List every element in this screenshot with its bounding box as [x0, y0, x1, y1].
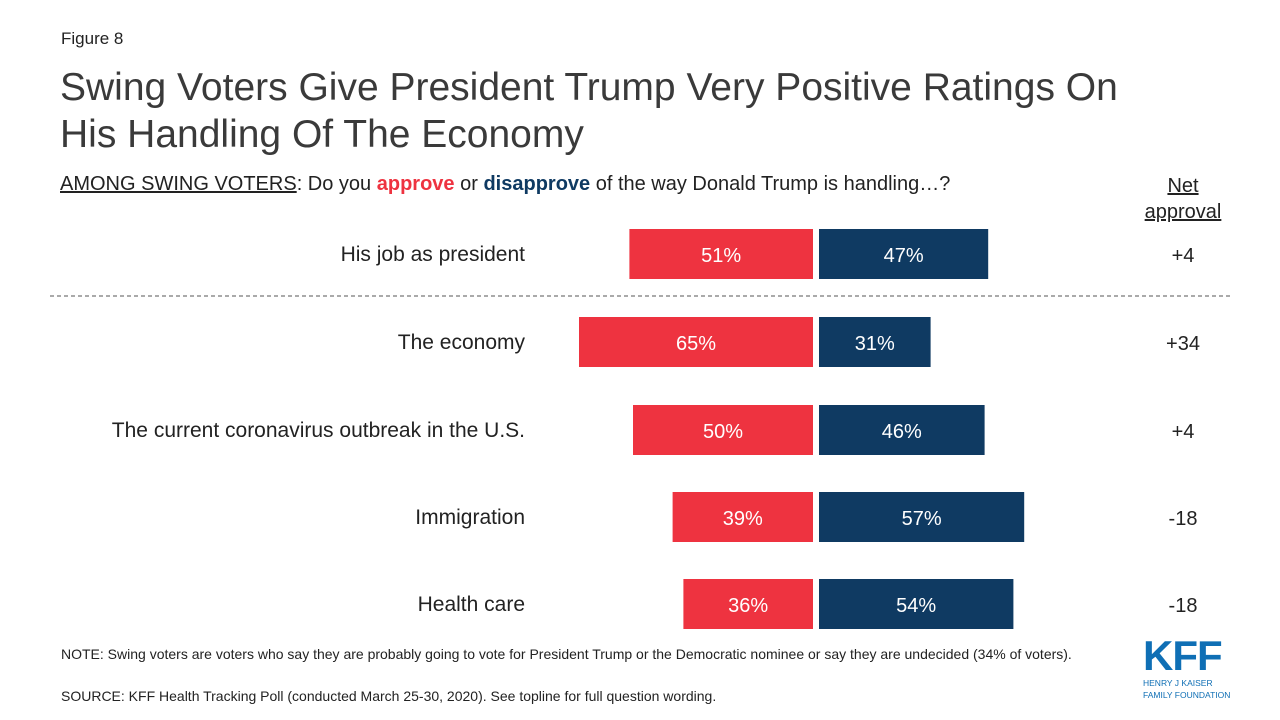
approve-bar: [633, 405, 813, 455]
disapprove-bar: [819, 405, 985, 455]
net-approval-value: -18: [1169, 595, 1198, 617]
question-lead: AMONG SWING VOTERS: [60, 173, 297, 195]
logo-line-2: FAMILY FOUNDATION: [1143, 690, 1231, 700]
approve-value-label: 36%: [728, 595, 768, 617]
question-part-3: of the way Donald Trump is handling…?: [590, 173, 951, 195]
logo-mark: KFF: [1143, 632, 1223, 679]
disapprove-bar: [819, 317, 931, 367]
category-label: His job as president: [341, 243, 526, 266]
approve-word: approve: [376, 173, 455, 195]
approve-value-label: 50%: [703, 421, 743, 443]
kff-logo: KFF HENRY J KAISER FAMILY FOUNDATION: [1143, 632, 1238, 701]
approve-bar: [579, 317, 813, 367]
net-approval-value: +34: [1166, 333, 1200, 355]
question-text: AMONG SWING VOTERS: Do you approve or di…: [60, 173, 950, 196]
figure-label: Figure 8: [61, 29, 124, 48]
approve-value-label: 65%: [676, 333, 716, 355]
disapprove-value-label: 31%: [855, 333, 895, 355]
approve-bar: [629, 229, 813, 279]
disapprove-value-label: 54%: [896, 595, 936, 617]
disapprove-value-label: 47%: [884, 245, 924, 267]
disapprove-value-label: 46%: [882, 421, 922, 443]
net-approval-value: +4: [1172, 421, 1195, 443]
category-label: The current coronavirus outbreak in the …: [112, 419, 525, 442]
disapprove-word: disapprove: [483, 173, 591, 195]
approve-bar: [672, 492, 813, 542]
net-approval-value: +4: [1172, 245, 1195, 267]
net-approval-header: Net approval: [1144, 175, 1222, 223]
chart-title: Swing Voters Give President Trump Very P…: [60, 66, 1118, 156]
question-part-2: or: [454, 173, 484, 195]
question-part-1: : Do you: [296, 173, 377, 195]
approve-bar: [683, 579, 813, 629]
disapprove-bar: [819, 492, 1025, 542]
note-text: NOTE: Swing voters are voters who say th…: [61, 646, 1072, 662]
approve-value-label: 51%: [701, 245, 741, 267]
logo-line-1: HENRY J KAISER: [1143, 678, 1213, 688]
net-approval-value: -18: [1169, 508, 1198, 530]
category-label: Immigration: [415, 506, 525, 529]
category-label: The economy: [398, 331, 526, 354]
disapprove-bar: [819, 229, 989, 279]
approve-value-label: 39%: [723, 508, 763, 530]
source-text: SOURCE: KFF Health Tracking Poll (conduc…: [61, 688, 717, 704]
disapprove-value-label: 57%: [902, 508, 942, 530]
disapprove-bar: [819, 579, 1014, 629]
category-label: Health care: [418, 593, 525, 616]
diverging-bar-chart: His job as president 51% 47% +4 The economy 6…: [50, 229, 1232, 629]
